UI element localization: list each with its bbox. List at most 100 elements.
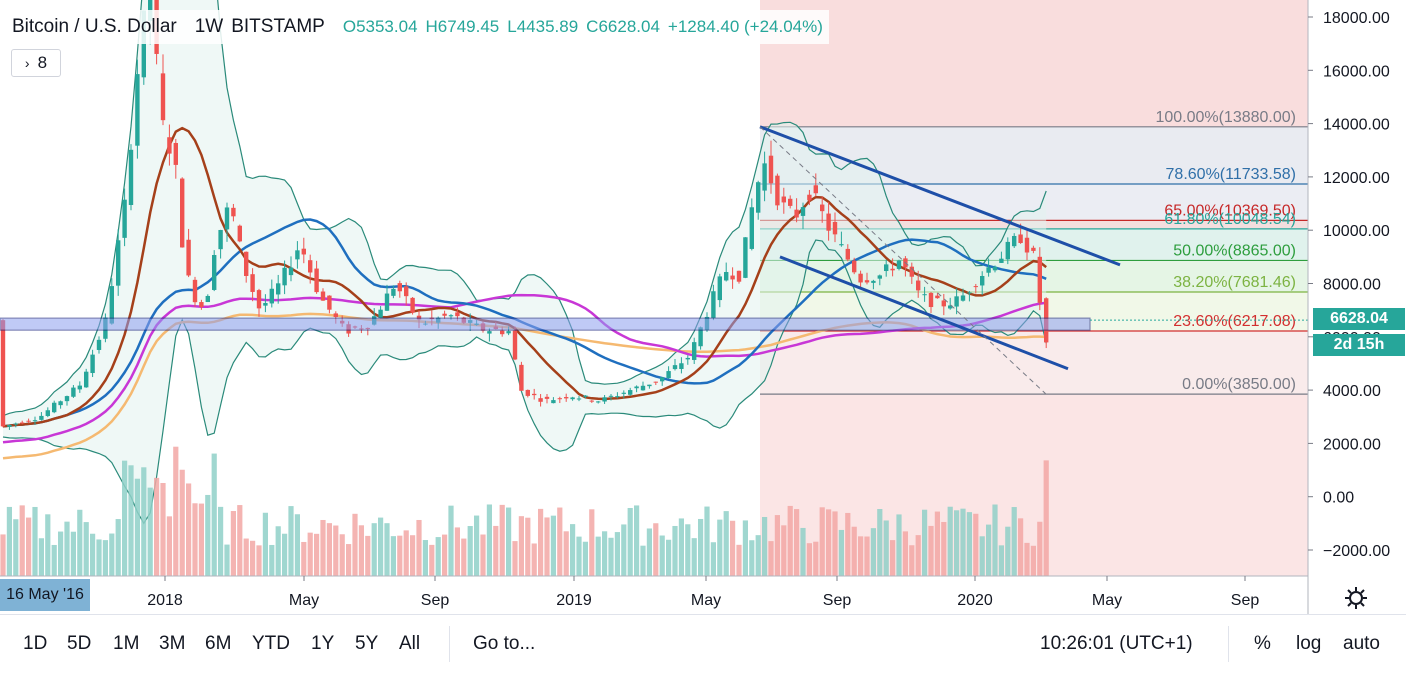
volume-bar — [493, 525, 499, 576]
candle-body — [1037, 256, 1042, 303]
volume-bar — [90, 533, 96, 576]
fib-label: 0.00%(3850.00) — [1182, 376, 1296, 393]
volume-bar — [205, 494, 211, 576]
volume-bar — [992, 504, 998, 576]
candle-body — [564, 397, 569, 399]
price-tick-label: 4000.00 — [1323, 383, 1381, 400]
volume-bar — [467, 526, 473, 576]
toolbar-divider — [449, 626, 450, 662]
volume-bar — [934, 511, 940, 576]
candle-body — [455, 312, 460, 317]
goto-button[interactable]: Go to... — [473, 633, 536, 654]
volume-bar — [710, 542, 716, 576]
candle-body — [992, 266, 998, 271]
volume-bar — [621, 524, 627, 576]
fib-zone — [760, 331, 1308, 395]
volume-bar — [550, 515, 556, 576]
volume-bar — [774, 515, 780, 576]
volume-bar — [800, 527, 806, 576]
volume-bar — [320, 519, 326, 576]
volume-bar — [608, 537, 614, 576]
range-1m[interactable]: 1M — [113, 633, 140, 654]
range-ytd[interactable]: YTD — [252, 633, 290, 654]
countdown-label: 2d 15h — [1313, 334, 1405, 356]
candle-body — [237, 225, 242, 242]
fib-zone-top — [760, 0, 1308, 127]
range-all[interactable]: All — [399, 633, 421, 654]
price-tick-label: 16000.00 — [1323, 63, 1390, 80]
volume-bar — [582, 541, 588, 576]
range-5y[interactable]: 5Y — [355, 633, 379, 654]
volume-bar — [518, 516, 524, 576]
volume-bar — [442, 534, 448, 576]
volume-bar — [506, 507, 512, 576]
candle-body — [269, 288, 274, 304]
candle-body — [378, 309, 383, 318]
volume-bar — [819, 507, 825, 576]
percent-toggle[interactable]: % — [1254, 633, 1271, 654]
volume-bar — [102, 540, 108, 576]
volume-bar — [134, 478, 140, 576]
ohlc-change: +1284.40 (+24.04%) — [667, 17, 823, 36]
volume-bar — [237, 505, 243, 576]
indicators-toggle-button[interactable]: › 8 — [11, 49, 61, 77]
volume-bar — [6, 506, 12, 576]
range-1y[interactable]: 1Y — [311, 633, 335, 654]
volume-bar — [352, 513, 358, 576]
volume-bar — [1011, 507, 1017, 576]
range-1d[interactable]: 1D — [23, 633, 48, 654]
candle-body — [410, 297, 415, 313]
candle-body — [173, 142, 178, 165]
time-tick-label: Sep — [823, 592, 852, 609]
range-6m[interactable]: 6M — [205, 633, 232, 654]
candle-body — [820, 204, 825, 212]
range-5d[interactable]: 5D — [67, 633, 92, 654]
candle-body — [288, 267, 294, 276]
candle-body — [749, 207, 754, 249]
volume-bar — [384, 523, 390, 576]
volume-bar — [224, 544, 230, 576]
ohlc-open: O5353.04 — [342, 17, 418, 36]
candle-body — [711, 291, 716, 318]
candle-body — [692, 342, 697, 360]
symbol-title[interactable]: Bitcoin / U.S. Dollar — [12, 16, 177, 37]
candle-body — [250, 274, 255, 292]
candle-body — [736, 270, 742, 282]
price-tick-label: 10000.00 — [1323, 223, 1390, 240]
range-3m[interactable]: 3M — [159, 633, 186, 654]
candle-body — [116, 240, 121, 286]
candle-body — [660, 377, 665, 382]
candle-body — [391, 288, 396, 296]
gear-icon[interactable] — [1342, 584, 1370, 612]
volume-bar — [0, 534, 6, 576]
log-toggle[interactable]: log — [1296, 633, 1322, 654]
volume-bar — [378, 517, 384, 576]
volume-bar — [147, 487, 153, 576]
volume-bar — [634, 505, 640, 576]
candle-body — [45, 410, 50, 417]
candle-body — [941, 300, 946, 307]
volume-bar — [883, 520, 889, 576]
volume-bar — [1043, 460, 1049, 576]
candle-body — [608, 395, 614, 397]
candle-body — [404, 286, 409, 297]
candle-body — [295, 250, 300, 260]
volume-bar — [288, 506, 294, 576]
volume-bar — [230, 511, 236, 576]
volume-bar — [864, 536, 870, 576]
volume-bar — [557, 507, 563, 576]
clock-time[interactable]: 10:26:01 (UTC+1) — [1040, 633, 1193, 654]
candle-body — [858, 273, 863, 283]
ohlc-high: H6749.45 — [425, 17, 500, 36]
candle-body — [135, 74, 140, 146]
interval-label[interactable]: 1W — [194, 16, 224, 37]
candle-body — [679, 363, 684, 369]
price-tick-label: 2000.00 — [1323, 436, 1381, 453]
volume-bar — [160, 483, 166, 576]
volume-bar — [768, 541, 774, 576]
volume-bar — [390, 536, 396, 576]
volume-bar — [909, 545, 915, 576]
auto-toggle[interactable]: auto — [1343, 633, 1380, 654]
